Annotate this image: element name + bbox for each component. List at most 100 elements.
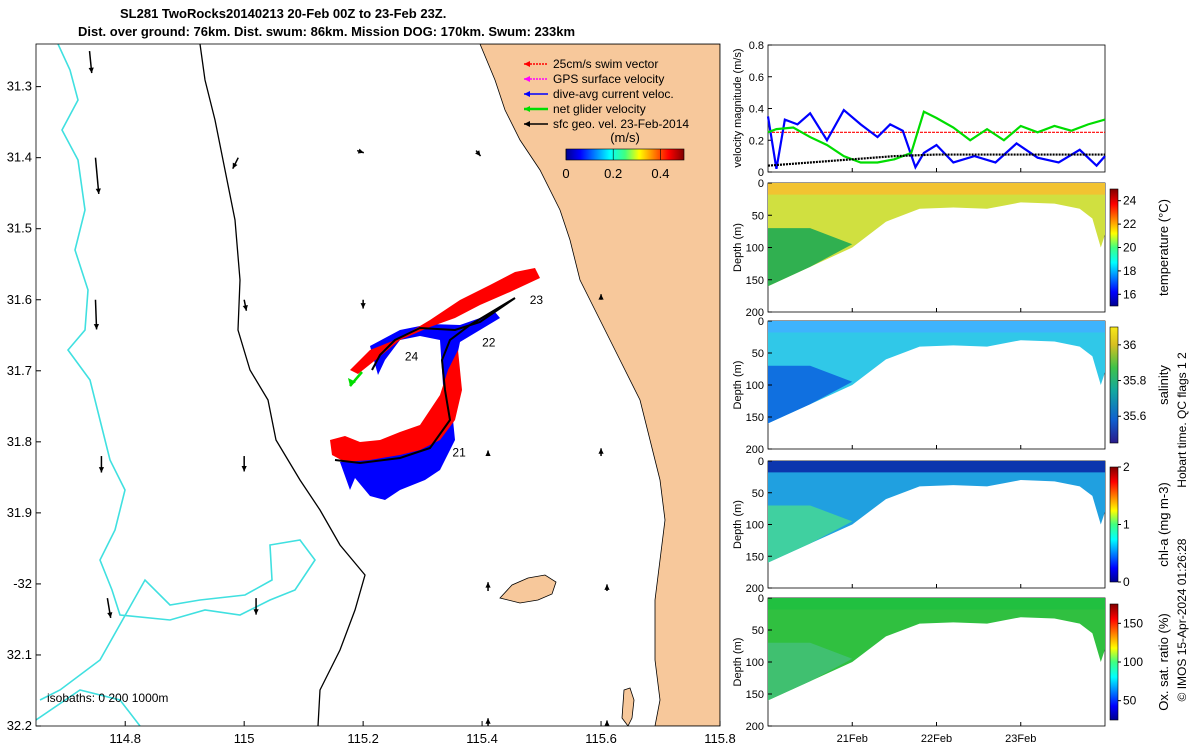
geo-vector-arrowhead	[604, 584, 610, 590]
geo-vector-layer	[88, 51, 610, 726]
section-y-tick-label: 200	[746, 721, 764, 733]
time-axis-label: 23Feb	[1005, 733, 1036, 745]
map-y-tick-label: 32.1	[7, 647, 32, 662]
section-colorbar-tick-label: 2	[1123, 460, 1130, 474]
section-y-tick-label: 200	[746, 307, 764, 319]
track-day-label: 22	[482, 335, 496, 349]
section-colorbar-tick-label: 16	[1123, 287, 1137, 301]
velocity-y-tick-label: 0.8	[749, 40, 764, 52]
time-axis-label: 21Feb	[837, 733, 868, 745]
section-colorbar	[1109, 326, 1119, 444]
section-y-label: Depth (m)	[732, 638, 744, 687]
section-panel: 0 50 100 150 200 Depth (m) 35.6 35.8 36 salinity	[732, 316, 1171, 456]
section-y-tick-label: 0	[758, 456, 764, 468]
geo-vector-arrowhead	[95, 188, 101, 194]
geo-vector-arrowhead	[598, 448, 604, 454]
isobath-200m	[199, 44, 366, 726]
map-x-tick-label: 114.8	[109, 731, 141, 746]
swim-vector-swath-upper	[350, 268, 540, 374]
geo-vector-arrowhead	[232, 162, 238, 169]
legend-entry: GPS surface velocity	[553, 72, 664, 86]
section-deep-band	[768, 228, 853, 287]
track-line	[334, 297, 516, 465]
geo-vector-arrowhead	[107, 612, 113, 618]
map-x-tick-label: 115.4	[466, 731, 498, 746]
map-panel: 21 22 23 24 31.3 31.4 31.5 31.6 31.7 31.8 31.9 -32…	[7, 43, 736, 746]
chart-title: SL281 TwoRocks20140213 20-Feb 00Z to 23-…	[120, 6, 447, 21]
map-y-tick-label: 31.4	[7, 150, 32, 165]
section-colorbar	[1109, 466, 1119, 583]
geo-vector-arrowhead	[98, 467, 105, 473]
map-x-tick-label: 115.6	[585, 731, 617, 746]
velocity-y-label: velocity magnitude (m/s)	[732, 48, 744, 167]
map-y-tick-label: 31.5	[7, 221, 32, 236]
map-y-tick-label: 31.8	[7, 434, 32, 449]
geo-vector-arrowhead	[242, 304, 248, 311]
legend-entry: 25cm/s swim vector	[553, 57, 658, 71]
current-velocity-swath-upper	[370, 312, 500, 410]
section-y-tick-label: 100	[746, 380, 764, 392]
map-y-tick-label: 32.2	[7, 718, 32, 733]
geo-vector-arrowhead	[475, 150, 481, 157]
section-data-fill	[768, 598, 1105, 701]
map-y-tick-label: -32	[13, 576, 32, 591]
section-y-tick-label: 50	[752, 488, 764, 500]
section-colorbar-tick-label: 35.6	[1123, 409, 1147, 423]
map-y-tick-label: 31.6	[7, 292, 32, 307]
legend-entry: net glider velocity	[553, 102, 646, 116]
track-day-label: 23	[530, 293, 544, 307]
section-y-tick-label: 50	[752, 625, 764, 637]
section-colorbar-tick-label: 36	[1123, 338, 1137, 352]
time-axis-label: 22Feb	[921, 733, 952, 745]
colorbar-tick-label: 0.4	[651, 166, 669, 181]
legend-arrowhead	[524, 91, 530, 97]
map-y-tick-label: 31.9	[7, 505, 32, 520]
section-y-tick-label: 0	[758, 178, 764, 190]
section-deep-band	[768, 365, 853, 424]
net-velocity-arrowhead	[348, 378, 356, 386]
geo-vector-arrowhead	[241, 466, 247, 472]
section-y-tick-label: 200	[746, 444, 764, 456]
velocity-y-tick-label: 0.2	[749, 135, 764, 147]
velocity-y-tick-label: 0.4	[749, 104, 764, 116]
section-y-tick-label: 50	[752, 210, 764, 222]
colorbar-tick-label: 0.2	[604, 166, 622, 181]
section-colorbar-tick-label: 150	[1123, 616, 1143, 630]
map-x-tick-label: 115.8	[704, 731, 736, 746]
velocity-series-line	[766, 108, 1106, 170]
velocity-plot-frame	[767, 44, 1106, 173]
geo-vector-arrow	[94, 157, 100, 195]
credit-label: © IMOS 15-Apr-2024 01:26:28	[1175, 538, 1189, 701]
section-surface-band	[768, 461, 1105, 473]
section-colorbar-tick-label: 22	[1123, 217, 1137, 231]
section-colorbar-label: salinity	[1156, 365, 1171, 405]
section-colorbar-tick-label: 20	[1123, 241, 1137, 255]
section-y-label: Depth (m)	[732, 500, 744, 549]
section-y-tick-label: 150	[746, 412, 764, 424]
section-y-tick-label: 50	[752, 348, 764, 360]
velocity-panel: 0 0.2 0.4 0.6 0.8 velocity magnitude (m/s)	[732, 40, 1106, 179]
track-day-labels: 21 22 23 24	[405, 293, 544, 460]
legend-arrowhead	[524, 106, 530, 112]
map-x-tick-label: 115	[234, 731, 255, 746]
section-y-tick-label: 100	[746, 657, 764, 669]
velocity-series-line	[767, 153, 1105, 167]
speed-colorbar-ticks: 0 0.2 0.4	[562, 149, 669, 181]
section-data-fill	[768, 461, 1105, 563]
section-colorbar-tick-label: 1	[1123, 518, 1130, 532]
section-y-tick-label: 0	[758, 316, 764, 328]
garden-island	[621, 687, 635, 726]
geo-vector-arrowhead	[485, 450, 491, 456]
velocity-series	[766, 108, 1106, 172]
section-colorbar-tick-label: 18	[1123, 264, 1137, 278]
speed-colorbar	[565, 148, 685, 161]
section-panel: 0 50 100 150 200 Depth (m) 16 18 20 22 24 temperatu…	[732, 178, 1171, 319]
colorbar-unit-label: (m/s)	[610, 130, 640, 145]
section-colorbar-tick-label: 100	[1123, 655, 1143, 669]
chart-subtitle: Dist. over ground: 76km. Dist. swum: 86k…	[78, 24, 576, 39]
map-frame	[35, 43, 721, 727]
section-colorbar-label: chl-a (mg m-3)	[1156, 482, 1171, 567]
velocity-y-tick-label: 0.6	[749, 72, 764, 84]
geo-vector-arrowhead	[598, 294, 604, 300]
